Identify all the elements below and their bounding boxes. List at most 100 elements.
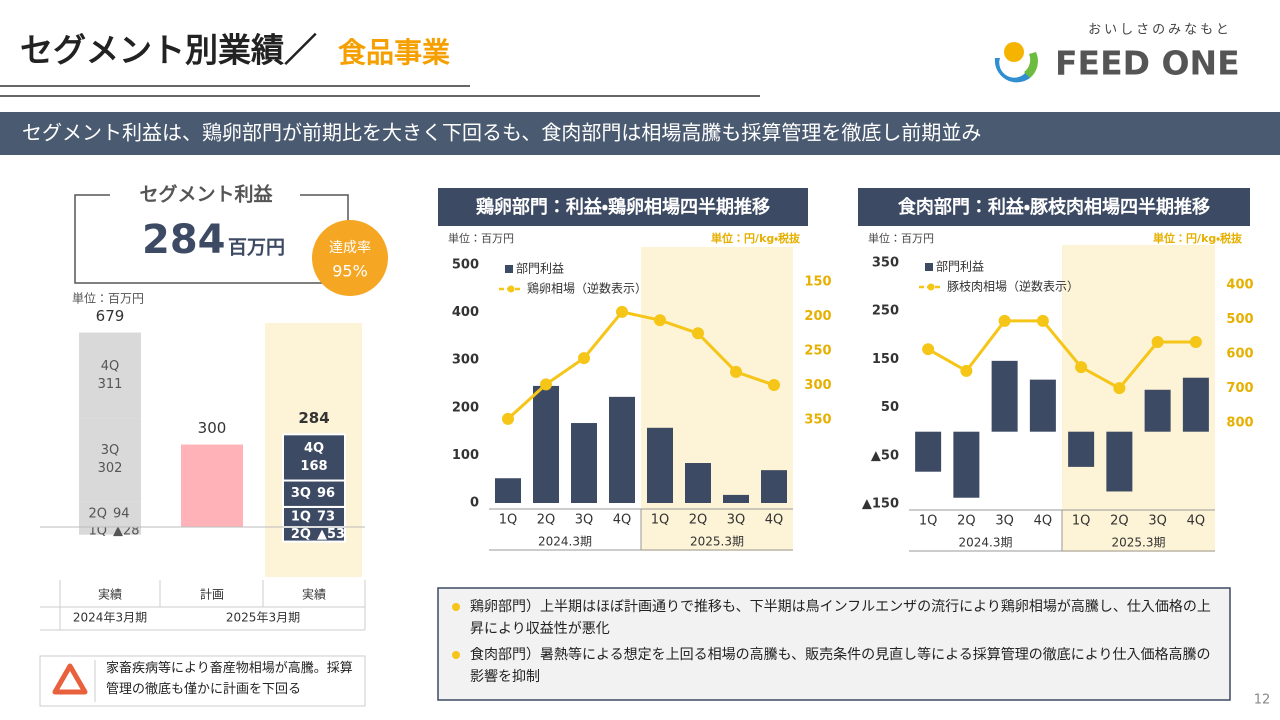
y2-tick-label: 200	[804, 309, 831, 324]
legend-label: 部門利益	[516, 262, 564, 276]
unit2: 単位：円/kg・税抜	[711, 231, 801, 245]
line-point	[1151, 335, 1164, 348]
highlight	[641, 247, 793, 551]
line-point	[502, 412, 514, 425]
y-tick-label: 150	[872, 352, 899, 367]
tagline: おいしさのみなもと	[1088, 23, 1232, 38]
x-tick-label: 2Q	[537, 513, 556, 528]
total-label: 284	[298, 409, 329, 427]
y2-tick-label: 600	[1226, 347, 1253, 362]
bar	[571, 423, 597, 503]
category-label: 実績	[98, 587, 122, 602]
y-tick-label: 200	[452, 400, 479, 415]
line-point	[654, 314, 666, 327]
segment-value: ▲53	[317, 527, 345, 542]
title-accent: 食品事業	[338, 36, 450, 69]
logo-icon	[994, 42, 1038, 83]
y-tick-label: 100	[452, 448, 479, 463]
bar-segment	[79, 527, 141, 535]
segment-label: 2Q	[88, 507, 107, 522]
line-point	[960, 364, 973, 377]
bar	[181, 444, 243, 527]
line-point	[1189, 335, 1202, 348]
legend-label: 部門利益	[936, 260, 984, 274]
segment-label: 3Q	[101, 443, 120, 458]
y-tick-label: ▲150	[862, 497, 899, 512]
group-label: 2025年3月期	[226, 611, 300, 625]
line-point	[998, 314, 1011, 327]
line-point	[1036, 314, 1049, 327]
y2-tick-label: 500	[1226, 312, 1253, 327]
x-tick-label: 1Q	[919, 514, 938, 529]
bar	[495, 478, 521, 503]
badge-label: 達成率	[329, 240, 371, 256]
bar	[685, 463, 711, 503]
legend-dot	[927, 283, 935, 291]
x-tick-label: 3Q	[575, 513, 594, 528]
y2-tick-label: 350	[804, 413, 831, 428]
x-tick-label: 1Q	[651, 513, 670, 528]
group-label: 2024年3月期	[73, 611, 147, 625]
legend-label: 豚枝肉相場（逆数表示）	[947, 279, 1079, 294]
line-point	[578, 352, 590, 365]
line-point	[730, 365, 742, 378]
y2-tick-label: 250	[804, 344, 831, 359]
bar	[953, 431, 980, 498]
x-tick-label: 3Q	[995, 514, 1014, 529]
x-tick-label: 3Q	[727, 513, 746, 528]
line	[506, 310, 775, 420]
segment-value: 94	[113, 507, 130, 522]
x-tick-label: 2Q	[689, 513, 708, 528]
line-point	[616, 305, 628, 318]
chart-title: 鶏卵部門：利益・鶏卵相場四半期推移	[476, 196, 770, 218]
x-tick-label: 4Q	[1187, 514, 1206, 529]
caution-text: 家畜疾病等により畜産物相場が高騰。採算管理の徹底も僅かに計画を下回る	[106, 661, 353, 697]
y-tick-label: 350	[872, 256, 899, 271]
bar	[609, 396, 635, 503]
y2-tick-label: 300	[804, 378, 831, 393]
group-label: 2025.3期	[690, 535, 744, 549]
title-bg	[438, 188, 808, 226]
total-label: 300	[198, 419, 227, 437]
y-tick-label: 300	[452, 353, 479, 368]
x-tick-label: 2Q	[957, 514, 976, 529]
y-tick-label: 400	[452, 305, 479, 320]
segment-value: 73	[317, 509, 335, 524]
legend-swatch	[505, 265, 513, 273]
group-label: 2025.3期	[1112, 536, 1166, 550]
unit: 単位：百万円	[868, 231, 934, 245]
group-label: 2024.3期	[959, 536, 1013, 550]
bar	[761, 470, 787, 503]
y-tick-label: 250	[872, 304, 899, 319]
unit: 単位：百万円	[448, 231, 514, 245]
total-label: 679	[96, 307, 125, 325]
bar-segment	[282, 479, 346, 508]
badge	[312, 220, 388, 296]
segment-value: 168	[300, 459, 327, 474]
x-tick-label: 4Q	[1034, 514, 1053, 529]
notes: 鶏卵部門）上半期はほぼ計画通りで推移も、下半期は鳥インフルエンザの流行により鶏卵…	[448, 596, 1218, 692]
badge-value: 95%	[332, 262, 368, 281]
note: 鶏卵部門）上半期はほぼ計画通りで推移も、下半期は鳥インフルエンザの流行により鶏卵…	[448, 596, 1218, 640]
x-tick-label: 4Q	[613, 513, 632, 528]
bar-segment	[79, 501, 141, 527]
title: セグメント別業績／	[20, 31, 317, 70]
y2-tick-label: 800	[1226, 415, 1253, 430]
segment-label: 4Q	[101, 359, 120, 374]
legend-swatch	[925, 263, 933, 271]
bar-segment	[79, 332, 141, 419]
line-point	[1113, 382, 1126, 395]
x-tick-label: 4Q	[765, 513, 784, 528]
y2-tick-label: 150	[804, 275, 831, 290]
segment-label: 1Q	[291, 509, 311, 524]
caution-box	[39, 655, 366, 707]
segment-value: 302	[98, 461, 123, 476]
bar	[915, 431, 942, 472]
segment-value: 311	[98, 377, 123, 392]
x-tick-label: 1Q	[499, 513, 518, 528]
category-label: 実績	[302, 587, 326, 602]
y-tick-label: 50	[881, 400, 899, 415]
segment-value: 96	[317, 486, 335, 501]
bar	[1182, 377, 1209, 432]
